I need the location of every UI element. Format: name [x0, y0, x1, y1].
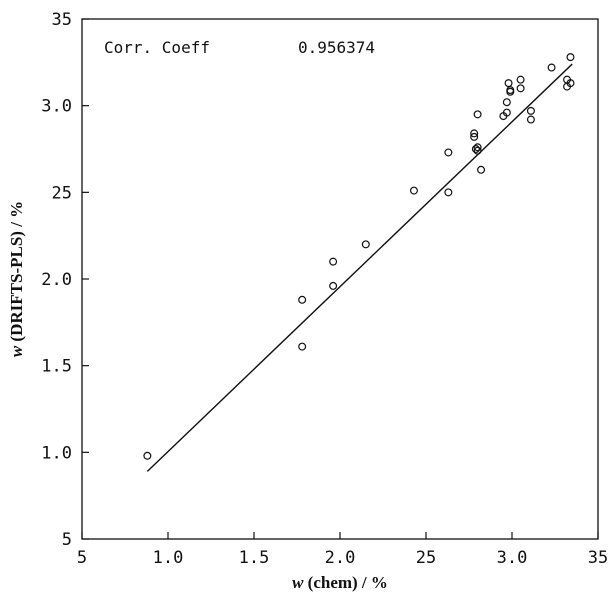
data-points — [143, 53, 575, 460]
x-tick-label: 1.0 — [153, 548, 184, 568]
y-tick-label: 25 — [52, 183, 72, 203]
data-point — [506, 87, 515, 96]
y-axis-title: w (DRIFTS-PLS) / % — [7, 201, 26, 357]
data-point — [470, 132, 479, 141]
y-tick-label: 1.5 — [41, 357, 72, 377]
corr-coeff-value: 0.956374 — [298, 38, 375, 57]
x-tick-label: 2.0 — [325, 548, 356, 568]
x-axis: 5 1.0 1.5 2.0 25 3.0 35 — [77, 532, 608, 568]
data-point — [329, 257, 338, 266]
x-tick-label: 1.5 — [239, 548, 270, 568]
data-point — [502, 108, 511, 117]
x-tick-label: 5 — [77, 548, 87, 568]
x-tick-label: 25 — [416, 548, 436, 568]
data-point — [470, 129, 479, 138]
data-point — [473, 110, 482, 119]
data-point — [547, 63, 556, 72]
x-axis-title-var: w — [292, 573, 304, 592]
y-axis-title-rest: (DRIFTS-PLS) / % — [7, 201, 26, 346]
data-point — [298, 295, 307, 304]
x-axis-title: w (chem) / % — [292, 573, 388, 592]
data-point — [473, 146, 482, 155]
data-point — [329, 281, 338, 290]
x-axis-title-rest: (chem) / % — [303, 573, 388, 592]
data-point — [526, 106, 535, 115]
corr-coeff-label: Corr. Coeff — [104, 38, 210, 57]
x-tick-label: 35 — [588, 548, 608, 568]
data-point — [361, 240, 370, 249]
data-point — [298, 342, 307, 351]
y-tick-label: 5 — [62, 530, 72, 550]
data-point — [409, 186, 418, 195]
x-tick-label: 3.0 — [497, 548, 528, 568]
y-tick-label: 3.0 — [41, 97, 72, 117]
y-tick-label: 35 — [52, 10, 72, 30]
data-point — [566, 53, 575, 62]
data-point — [502, 98, 511, 107]
data-point — [143, 451, 152, 460]
data-point — [566, 79, 575, 88]
data-point — [471, 145, 480, 154]
fit-line-group — [146, 63, 573, 472]
y-tick-label: 1.0 — [41, 443, 72, 463]
data-point — [516, 75, 525, 84]
data-point — [526, 115, 535, 124]
data-point — [477, 165, 486, 174]
y-axis: 5 1.0 1.5 2.0 25 3.0 35 — [41, 10, 89, 550]
y-tick-label: 2.0 — [41, 270, 72, 290]
data-point — [473, 143, 482, 152]
y-axis-title-var: w — [7, 345, 26, 357]
data-point — [444, 148, 453, 157]
plot-frame — [81, 18, 599, 540]
data-point — [444, 188, 453, 197]
regression-line — [146, 63, 573, 472]
data-point — [504, 79, 513, 88]
data-point — [516, 84, 525, 93]
